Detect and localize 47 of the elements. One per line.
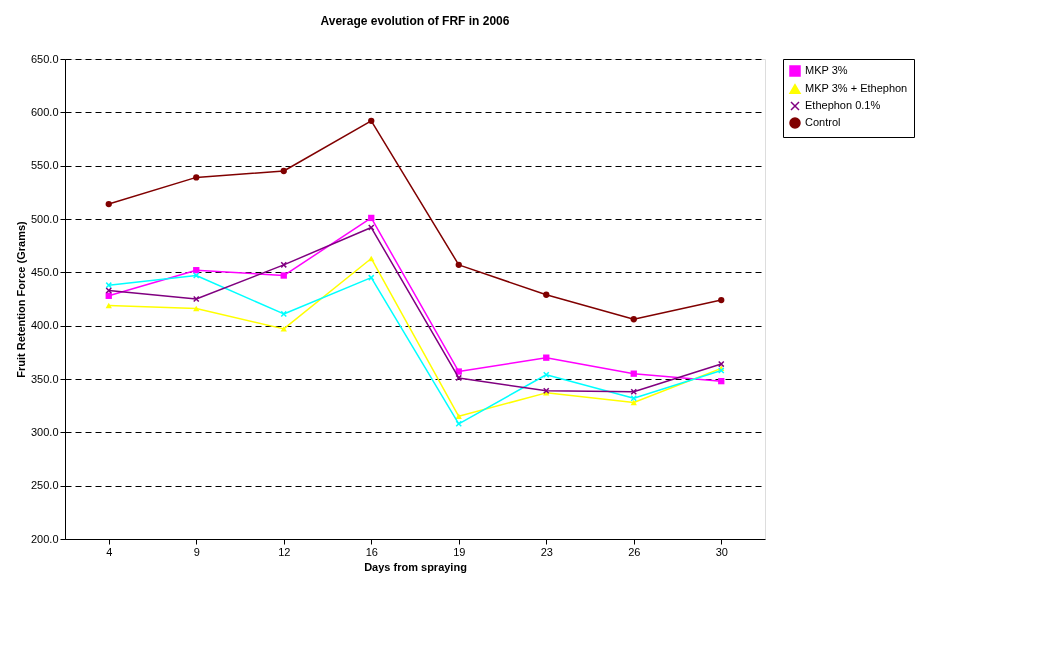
- point: [193, 267, 200, 274]
- y-tick-label: 550.0: [30, 159, 59, 172]
- legend-label: Control: [805, 116, 841, 128]
- point: [718, 296, 725, 304]
- y-tick-label: 450.0: [30, 265, 59, 278]
- point: [543, 291, 550, 298]
- legend-label: MKP 3%: [805, 64, 848, 76]
- y-tick-label: 200.0: [30, 532, 59, 545]
- x-tick-label: 30: [715, 545, 728, 558]
- y-tick-label: 300.0: [30, 425, 59, 438]
- point: [105, 292, 112, 299]
- x-axis-title: Days from spraying: [364, 560, 467, 573]
- x-tick-label: 19: [453, 545, 466, 558]
- y-tick-label: 600.0: [30, 105, 59, 118]
- x-tick-label: 23: [540, 545, 553, 558]
- point: [280, 326, 287, 332]
- x-tick-label: 26: [628, 545, 641, 558]
- point: [368, 214, 375, 222]
- x-tick-label: 16: [365, 545, 378, 558]
- point: [455, 420, 463, 428]
- point: [455, 413, 462, 420]
- y-axis-title: Fruit Retention Force (Grams): [14, 220, 27, 378]
- chart-title: Average evolution of FRF in 2006: [320, 14, 510, 28]
- legend-label: MKP 3% + Ethephon: [805, 82, 908, 94]
- point: [368, 255, 375, 262]
- point: [105, 200, 112, 208]
- point: [543, 354, 550, 361]
- point: [718, 377, 725, 385]
- point: [542, 371, 550, 379]
- point: [280, 272, 287, 279]
- y-tick-label: 400.0: [30, 319, 59, 332]
- point: [455, 261, 462, 269]
- point: [280, 167, 287, 175]
- point: [630, 316, 637, 323]
- y-tick-label: 500.0: [30, 212, 59, 225]
- x-tick-label: 4: [106, 545, 113, 558]
- x-tick-label: 12: [278, 545, 291, 558]
- legend-label: Ethephon 0.1%: [805, 99, 881, 111]
- point: [630, 370, 637, 377]
- y-tick-label: 650.0: [30, 52, 59, 65]
- x-tick-label: 9: [193, 545, 200, 558]
- y-tick-label: 350.0: [30, 372, 59, 385]
- y-tick-label: 250.0: [30, 479, 59, 492]
- point: [193, 174, 200, 181]
- point: [368, 117, 375, 125]
- point: [105, 302, 112, 309]
- point: [630, 388, 638, 396]
